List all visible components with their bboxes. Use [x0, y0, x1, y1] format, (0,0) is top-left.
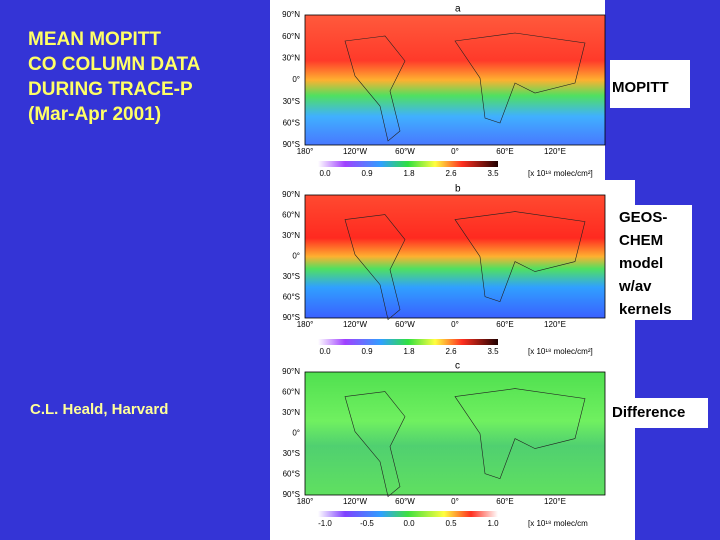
colorbar-tick: 0.5 — [445, 519, 457, 528]
lat-label: 90°N — [282, 10, 300, 19]
panel-label: MOPITT — [612, 79, 669, 96]
lon-label: 0° — [451, 147, 459, 156]
colorbar-tick: 2.6 — [445, 347, 457, 356]
label-box — [610, 60, 690, 108]
lat-label: 60°N — [282, 211, 300, 220]
colorbar — [318, 161, 498, 167]
lon-label: 60°E — [496, 497, 513, 506]
lon-label: 60°W — [395, 147, 415, 156]
lon-label: 180° — [297, 497, 314, 506]
lat-label: 90°N — [282, 367, 300, 376]
lat-label: 90°S — [283, 140, 300, 149]
lat-label: 30°S — [283, 272, 300, 281]
panel-letter: c — [455, 361, 460, 372]
colorbar-tick: 0.0 — [319, 347, 331, 356]
lon-label: 120°W — [343, 147, 368, 156]
slide-title: DURING TRACE-P — [28, 79, 193, 100]
lat-label: 30°N — [282, 408, 300, 417]
left-panel — [0, 0, 270, 540]
colorbar-tick: 1.0 — [487, 519, 499, 528]
colorbar — [318, 511, 498, 517]
lat-label: 90°S — [283, 490, 300, 499]
lat-label: 90°S — [283, 313, 300, 322]
lat-label: 0° — [292, 252, 300, 261]
lon-label: 120°E — [544, 497, 566, 506]
slide-title: CO COLUMN DATA — [28, 54, 201, 75]
coastline — [344, 211, 586, 321]
colorbar-tick: 1.8 — [403, 169, 415, 178]
lon-label: 120°W — [343, 497, 368, 506]
lon-label: 0° — [451, 320, 459, 329]
lon-label: 60°W — [395, 320, 415, 329]
colorbar-units: [x 10¹⁸ molec/cm — [528, 519, 588, 528]
lat-label: 60°N — [282, 388, 300, 397]
lat-label: 90°N — [282, 190, 300, 199]
colorbar-tick: 0.0 — [319, 169, 331, 178]
panel-label: CHEM — [619, 232, 663, 249]
panel-label: kernels — [619, 301, 672, 318]
lat-label: 30°N — [282, 231, 300, 240]
map — [304, 194, 606, 319]
lon-label: 180° — [297, 320, 314, 329]
colorbar-tick: 0.0 — [403, 519, 415, 528]
lat-label: 0° — [292, 75, 300, 84]
colorbar-tick: 1.8 — [403, 347, 415, 356]
colorbar — [318, 339, 498, 345]
lat-label: 30°N — [282, 53, 300, 62]
lat-label: 60°S — [283, 118, 300, 127]
panel-label: GEOS- — [619, 209, 667, 226]
lon-label: 120°E — [544, 147, 566, 156]
lon-label: 60°W — [395, 497, 415, 506]
lon-label: 60°E — [496, 320, 513, 329]
map — [304, 371, 606, 496]
lon-label: 60°E — [496, 147, 513, 156]
lat-label: 30°S — [283, 97, 300, 106]
panel-letter: b — [455, 184, 461, 195]
slide-title: MEAN MOPITT — [28, 29, 161, 50]
panel-label: model — [619, 255, 663, 272]
colorbar-tick: -0.5 — [360, 519, 374, 528]
panel-letter: a — [455, 4, 461, 15]
colorbar-tick: 3.5 — [487, 169, 499, 178]
lon-label: 0° — [451, 497, 459, 506]
panel-label: w/av — [618, 278, 652, 295]
slide-title: (Mar-Apr 2001) — [28, 104, 161, 125]
lon-label: 180° — [297, 147, 314, 156]
lat-label: 60°S — [283, 293, 300, 302]
lat-label: 0° — [292, 429, 300, 438]
colorbar-units: [x 10¹⁸ molec/cm²] — [528, 169, 593, 178]
lon-label: 120°W — [343, 320, 368, 329]
lat-label: 60°N — [282, 32, 300, 41]
lon-label: 120°E — [544, 320, 566, 329]
colorbar-tick: 0.9 — [361, 347, 373, 356]
colorbar-units: [x 10¹⁸ molec/cm²] — [528, 347, 593, 356]
colorbar-tick: 0.9 — [361, 169, 373, 178]
author: C.L. Heald, Harvard — [30, 401, 168, 418]
colorbar-tick: -1.0 — [318, 519, 332, 528]
coastline — [344, 32, 586, 142]
lat-label: 60°S — [283, 470, 300, 479]
colorbar-tick: 2.6 — [445, 169, 457, 178]
coastline — [344, 388, 586, 498]
lat-label: 30°S — [283, 449, 300, 458]
map — [304, 14, 606, 146]
colorbar-tick: 3.5 — [487, 347, 499, 356]
panel-label: Difference — [612, 404, 685, 421]
